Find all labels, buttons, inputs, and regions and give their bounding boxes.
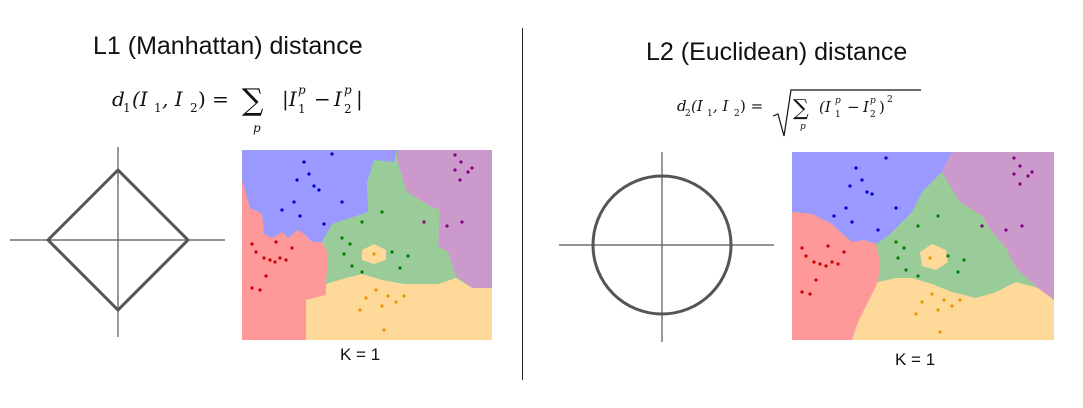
l1-orange-points [358,252,406,332]
svg-text:(I: (I [691,97,704,115]
svg-text:1: 1 [707,109,713,119]
l2-k-label: K = 1 [895,350,936,369]
l2-region-purple [942,152,1054,300]
svg-text:2: 2 [190,101,198,115]
l1-title: L1 (Manhattan) distance [93,32,363,60]
svg-text:I: I [333,87,343,111]
svg-text:2: 2 [887,95,893,105]
l2-circle-shape [591,174,733,316]
l2-purple-points [980,156,1034,232]
l2-unit-circle [559,152,774,342]
svg-text:1: 1 [154,101,162,115]
l2-decision-map [792,152,1054,340]
svg-text:): ) [879,98,885,116]
l2-red-points [800,244,846,296]
l2-region-red [792,212,880,340]
svg-text:p: p [870,96,876,106]
svg-text:∑: ∑ [793,96,809,121]
svg-text:, I: , I [162,87,184,111]
svg-text:p: p [800,122,806,132]
svg-text:1: 1 [123,101,131,115]
l1-red-points [250,240,294,292]
l1-region-orange [306,274,492,340]
svg-text:2: 2 [870,110,876,120]
svg-text:) =: ) = [740,97,763,115]
l1-decision-map [242,150,492,340]
svg-text:p: p [835,96,841,106]
svg-text:2: 2 [734,109,740,119]
l2-sqrt-sign [772,89,921,137]
svg-text:|: | [356,87,363,112]
svg-text:p: p [344,83,352,97]
l2-region-orange [852,278,1054,340]
l1-unit-diamond [10,147,225,337]
svg-text:d: d [112,87,125,111]
svg-text:|I: |I [282,87,298,112]
l2-title: L2 (Euclidean) distance [646,38,908,66]
l1-diamond-shape [45,167,191,313]
l1-purple-points [422,153,474,228]
l2-panel: L2 (Euclidean) distance d 2 (I 1 , I 2 )… [527,0,1083,408]
svg-text:−: − [847,98,860,116]
svg-text:2: 2 [685,109,691,119]
l2-formula: d 2 (I 1 , I 2 ) = ∑ p (I p 1 − I p 2 ) … [677,89,921,137]
svg-text:∑: ∑ [242,83,264,118]
l1-formula: d 1 (I 1 , I 2 ) = ∑ p |I p 1 − I p 2 | [112,83,363,135]
svg-text:p: p [298,83,306,97]
panel-divider [522,28,523,380]
svg-text:d: d [677,97,687,115]
l2-blue-points [832,156,898,232]
l2-green-points [894,214,966,278]
svg-text:−: − [314,87,331,111]
l2-orange-points [914,256,962,334]
svg-text:(I: (I [819,98,832,116]
l1-panel: L1 (Manhattan) distance d 1 (I 1 , I 2 )… [0,0,520,408]
l1-region-purple [397,150,492,288]
svg-text:) =: ) = [198,87,229,111]
l1-green-points [340,210,410,274]
svg-text:1: 1 [835,110,841,120]
svg-text:p: p [253,121,261,135]
l1-blue-points [280,152,344,226]
svg-text:, I: , I [713,97,730,115]
svg-text:1: 1 [298,102,306,116]
svg-text:2: 2 [344,102,352,116]
l2-region-orange-island [920,244,948,270]
svg-text:I: I [862,98,870,116]
svg-text:(I: (I [132,87,149,111]
l2-region-blue [792,152,952,244]
l1-region-blue [242,150,397,242]
l1-k-label: K = 1 [340,345,381,364]
